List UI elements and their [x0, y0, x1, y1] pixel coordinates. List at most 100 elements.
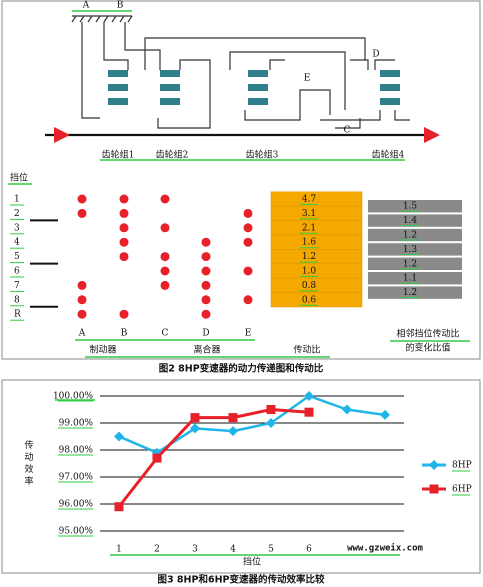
ratio-value: 4.7 [302, 195, 317, 205]
x-tick-label: 2 [154, 545, 160, 555]
step-cell [368, 286, 462, 299]
point-marker [190, 423, 200, 434]
y-tick-label: 97.00% [59, 473, 94, 483]
diagram-label: D [372, 50, 379, 60]
engaged-dot [77, 208, 87, 218]
engaged-dot [119, 223, 129, 233]
gear-set-label: 齿轮组1 [102, 149, 135, 161]
x-axis-label: 挡位 [243, 556, 261, 568]
gear-set-label: 齿轮组4 [372, 149, 405, 161]
step-cell [368, 200, 462, 213]
gear-label: 6 [14, 267, 20, 277]
ratio-value: 1.2 [302, 252, 316, 262]
engaged-dot [119, 237, 129, 247]
diagram-label: A [82, 1, 90, 11]
engaged-dot [201, 309, 211, 319]
engaged-dot [160, 266, 170, 276]
x-tick-label: 5 [268, 545, 274, 555]
diagram-label: C [344, 126, 351, 136]
watermark: www.gzweix.com [347, 543, 423, 554]
legend-marker [429, 484, 439, 494]
group-label: 制动器 [89, 344, 116, 356]
engaged-dot [160, 194, 170, 204]
diagram-label: E [304, 74, 311, 84]
step-value: 1.3 [403, 245, 418, 255]
y-tick-label: 95.00% [59, 527, 94, 537]
gear-label: 3 [14, 223, 20, 233]
point-marker [190, 413, 200, 423]
engaged-dot [119, 309, 129, 319]
point-marker [114, 502, 124, 512]
gear-label: R [14, 310, 21, 320]
legend-label: 8HP [452, 461, 472, 471]
engaged-dot [243, 295, 253, 305]
y-tick-label: 99.00% [59, 419, 94, 429]
ratio-value: 1.6 [302, 238, 317, 248]
gear-label: 8 [14, 295, 20, 305]
engaged-dot [201, 295, 211, 305]
y-tick-label: 98.00% [59, 446, 94, 456]
legend-marker [429, 460, 439, 470]
engaged-dot [201, 266, 211, 276]
gear-label: 2 [14, 209, 20, 219]
engaged-dot [77, 295, 87, 305]
column-label: C [162, 329, 169, 339]
point-marker [152, 453, 162, 463]
step-cell [368, 272, 462, 285]
point-marker [342, 404, 352, 415]
step-value: 1.2 [403, 288, 417, 298]
engaged-dot [77, 194, 87, 204]
x-tick-label: 1 [116, 545, 122, 555]
step-value: 1.4 [403, 216, 418, 226]
engaged-dot [201, 252, 211, 262]
point-marker [304, 391, 314, 401]
step-value: 1.2 [403, 259, 417, 269]
engaged-dot [243, 237, 253, 247]
ratio-value: 3.1 [302, 209, 316, 219]
column-label: B [121, 329, 128, 339]
point-marker [228, 426, 238, 437]
schematic [8, 10, 470, 556]
point-marker [266, 418, 276, 428]
diagram-label: B [117, 1, 124, 11]
gear-set-label: 齿轮组3 [246, 149, 279, 161]
point-marker [228, 413, 238, 423]
ratio-value: 0.8 [302, 281, 317, 291]
step-cell [368, 257, 462, 270]
y-tick-label: 96.00% [59, 500, 94, 510]
gear-label: 7 [14, 281, 20, 291]
figure2-frame [1, 0, 481, 360]
step-value: 1.5 [403, 202, 418, 212]
ratio-value: 2.1 [302, 223, 316, 233]
engaged-dot [201, 237, 211, 247]
table-header: 挡位 [10, 172, 28, 184]
step-label: 的变化比值 [405, 342, 450, 354]
point-marker [304, 407, 314, 417]
engaged-dot [243, 208, 253, 218]
ratio-value: 0.6 [302, 295, 317, 305]
figure3-frame [1, 379, 481, 574]
y-axis-label: 传动效率 [23, 439, 34, 488]
series-line [118, 394, 386, 455]
group-label: 离合器 [193, 344, 220, 356]
step-cell [368, 214, 462, 227]
ratio-cell [270, 292, 363, 308]
engaged-dot [119, 252, 129, 262]
engaged-dot [201, 280, 211, 290]
engaged-dot [160, 223, 170, 233]
content: A B C D E 齿轮组1 齿轮组2 齿轮组3 齿轮组4 挡位 1 2 3 4 5 6 7 8 R A B C D E 4.7… [10, 1, 472, 586]
engaged-dot [243, 266, 253, 276]
engaged-dot [243, 223, 253, 233]
step-value: 1.2 [403, 231, 417, 241]
engaged-dot [77, 309, 87, 319]
engaged-dot [160, 252, 170, 262]
x-tick-label: 3 [192, 545, 198, 555]
point-marker [266, 405, 276, 414]
step-cell [368, 228, 462, 242]
gear-label: 5 [14, 252, 20, 262]
engaged-dot [77, 280, 87, 290]
gear-label: 4 [14, 238, 20, 248]
y-tick-label: 100.00% [53, 392, 93, 402]
engaged-dot [119, 208, 129, 218]
